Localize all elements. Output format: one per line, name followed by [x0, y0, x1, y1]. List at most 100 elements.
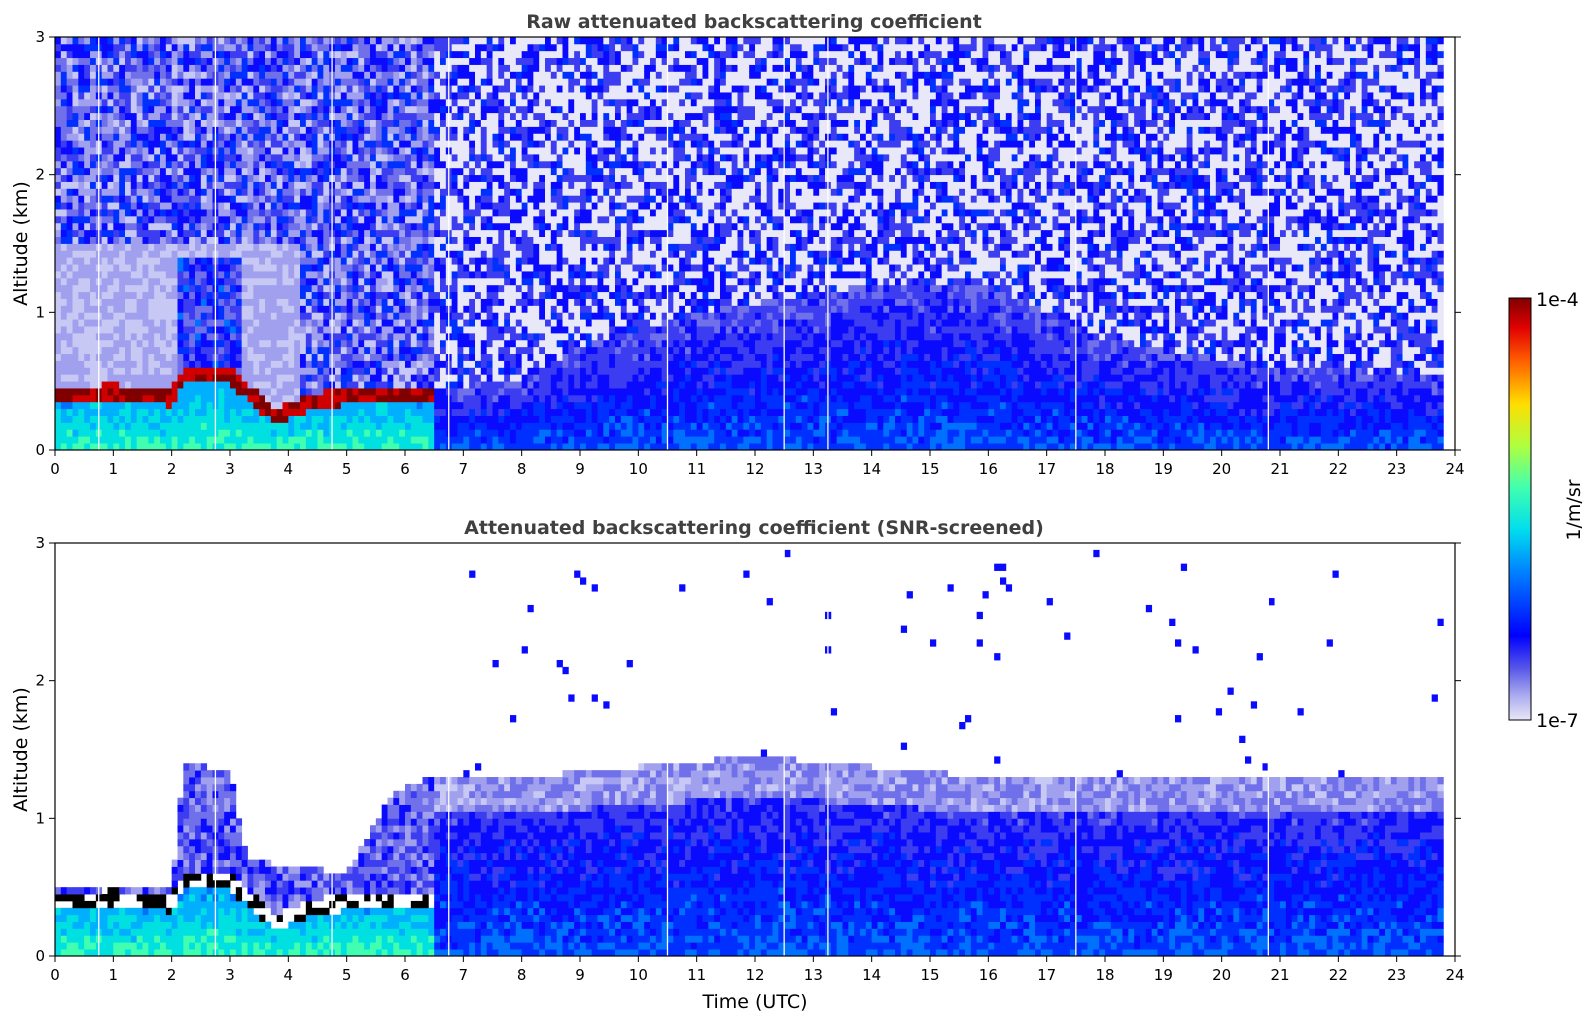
heatmap-cell [481, 305, 487, 312]
heatmap-cell [108, 361, 114, 368]
heatmap-cell [143, 250, 149, 257]
heatmap-cell [143, 416, 149, 423]
heatmap-cell [440, 388, 446, 395]
heatmap-cell [160, 333, 166, 340]
heatmap-cell [271, 429, 277, 436]
heatmap-cell [178, 51, 184, 58]
heatmap-cell [294, 106, 300, 113]
heatmap-cell [411, 436, 417, 443]
heatmap-cell [370, 244, 376, 251]
heatmap-cell [148, 278, 154, 285]
heatmap-cell [166, 264, 172, 271]
heatmap-cell [504, 340, 510, 347]
heatmap-cell [224, 292, 230, 299]
heatmap-cell [423, 312, 429, 319]
heatmap-cell [195, 312, 201, 319]
heatmap-cell [504, 223, 510, 230]
heatmap-cell [417, 367, 423, 374]
heatmap-cell [417, 168, 423, 175]
heatmap-cell [493, 99, 499, 106]
heatmap-cell [341, 106, 347, 113]
heatmap-cell [218, 361, 224, 368]
heatmap-cell [358, 443, 364, 450]
heatmap-cell [183, 354, 189, 361]
heatmap-cell [306, 264, 312, 271]
heatmap-cell [201, 216, 207, 223]
heatmap-cell [131, 443, 137, 450]
heatmap-cell [224, 92, 230, 99]
heatmap-cell [277, 161, 283, 168]
heatmap-cell [61, 51, 67, 58]
heatmap-cell [113, 182, 119, 189]
heatmap-cell [504, 230, 510, 237]
heatmap-cell [253, 168, 259, 175]
heatmap-cell [469, 312, 475, 319]
heatmap-cell [125, 51, 131, 58]
heatmap-cell [318, 443, 324, 450]
heatmap-cell [236, 319, 242, 326]
heatmap-cell [143, 202, 149, 209]
heatmap-cell [84, 402, 90, 409]
heatmap-cell [306, 278, 312, 285]
heatmap-cell [388, 292, 394, 299]
heatmap-cell [166, 223, 172, 230]
heatmap-cell [78, 126, 84, 133]
heatmap-cell [102, 354, 108, 361]
heatmap-cell [288, 409, 294, 416]
heatmap-cell [55, 175, 61, 182]
heatmap-cell [125, 65, 131, 72]
heatmap-cell [108, 113, 114, 120]
heatmap-cell [154, 250, 160, 257]
heatmap-cell [528, 402, 534, 409]
heatmap-cell [195, 85, 201, 92]
heatmap-cell [148, 257, 154, 264]
heatmap-cell [323, 292, 329, 299]
heatmap-cell [417, 257, 423, 264]
heatmap-cell [318, 147, 324, 154]
heatmap-cell [335, 92, 341, 99]
heatmap-cell [61, 188, 67, 195]
heatmap-cell [125, 333, 131, 340]
heatmap-cell [335, 333, 341, 340]
heatmap-cell [102, 326, 108, 333]
heatmap-cell [481, 161, 487, 168]
heatmap-cell [417, 271, 423, 278]
heatmap-cell [528, 71, 534, 78]
heatmap-cell [55, 278, 61, 285]
heatmap-cell [78, 299, 84, 306]
heatmap-cell [411, 381, 417, 388]
heatmap-cell [224, 51, 230, 58]
heatmap-cell [487, 340, 493, 347]
heatmap-cell [376, 188, 382, 195]
heatmap-cell [428, 361, 434, 368]
heatmap-cell [137, 106, 143, 113]
heatmap-cell [61, 37, 67, 44]
heatmap-cell [370, 113, 376, 120]
heatmap-cell [178, 244, 184, 251]
heatmap-cell [393, 409, 399, 416]
heatmap-cell [522, 361, 528, 368]
heatmap-cell [376, 175, 382, 182]
heatmap-cell [84, 78, 90, 85]
heatmap-cell [90, 71, 96, 78]
heatmap-cell [218, 209, 224, 216]
heatmap-cell [108, 333, 114, 340]
heatmap-cell [178, 216, 184, 223]
heatmap-cell [166, 237, 172, 244]
heatmap-cell [277, 126, 283, 133]
heatmap-cell [265, 354, 271, 361]
heatmap-cell [218, 216, 224, 223]
heatmap-cell [242, 340, 248, 347]
heatmap-cell [522, 367, 528, 374]
heatmap-cell [440, 65, 446, 72]
heatmap-cell [160, 443, 166, 450]
heatmap-cell [528, 195, 534, 202]
heatmap-cell [108, 395, 114, 402]
heatmap-cell [399, 299, 405, 306]
heatmap-cell [475, 354, 481, 361]
heatmap-cell [288, 312, 294, 319]
heatmap-cell [323, 285, 329, 292]
heatmap-cell [475, 99, 481, 106]
heatmap-cell [277, 182, 283, 189]
heatmap-cell [440, 367, 446, 374]
